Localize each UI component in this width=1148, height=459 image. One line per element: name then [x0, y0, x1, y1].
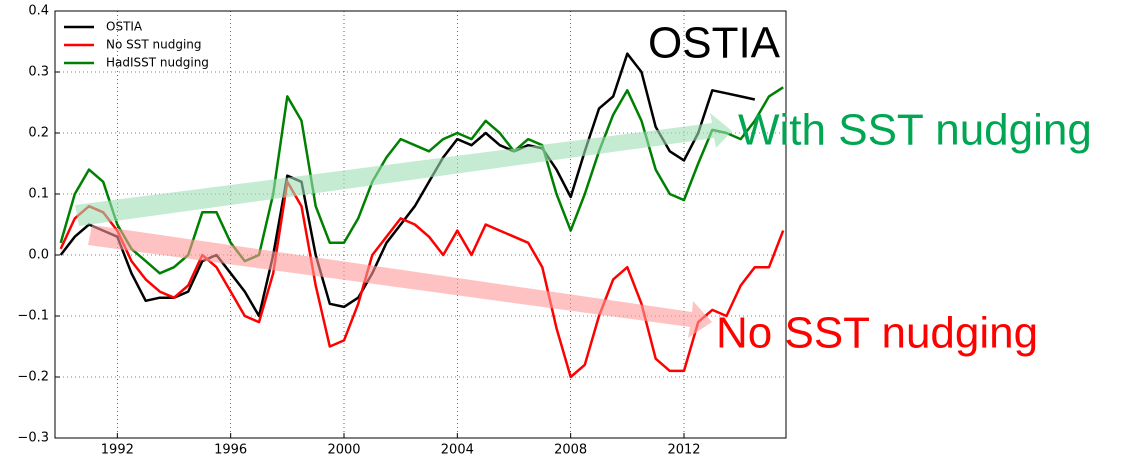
- legend: OSTIA No SST nudging HadISST nudging: [64, 20, 209, 70]
- series-line: [59, 86, 784, 275]
- annotation: OSTIA: [648, 19, 781, 68]
- red-arrow: [88, 225, 712, 338]
- x-tick-label: 2004: [441, 443, 474, 458]
- y-tick-label: −0.1: [17, 309, 49, 324]
- y-tick-label: −0.3: [17, 431, 49, 446]
- annotation: With SST nudging: [738, 106, 1092, 155]
- y-tick-label: 0.2: [28, 126, 49, 141]
- series-line: [59, 180, 785, 379]
- x-tick-label: 2008: [554, 443, 587, 458]
- lines: [59, 52, 785, 379]
- x-tick-label: 2000: [327, 443, 360, 458]
- grid: [55, 10, 786, 439]
- plot-frame: [54, 10, 787, 439]
- legend-label: HadISST nudging: [106, 56, 209, 70]
- green-arrow: [75, 113, 732, 226]
- y-tick-label: 0.1: [28, 187, 49, 202]
- y-tick-label: 0.4: [28, 4, 49, 19]
- y-tick-label: 0.3: [28, 65, 49, 80]
- y-tick-label: −0.2: [17, 370, 49, 385]
- y-tick-label: 0.0: [28, 248, 49, 263]
- x-tick-label: 1996: [214, 443, 247, 458]
- legend-label: OSTIA: [106, 20, 143, 34]
- x-tick-label: 1992: [101, 443, 134, 458]
- legend-label: No SST nudging: [106, 38, 202, 52]
- annotation: No SST nudging: [716, 309, 1038, 358]
- x-tick-label: 2012: [667, 443, 700, 458]
